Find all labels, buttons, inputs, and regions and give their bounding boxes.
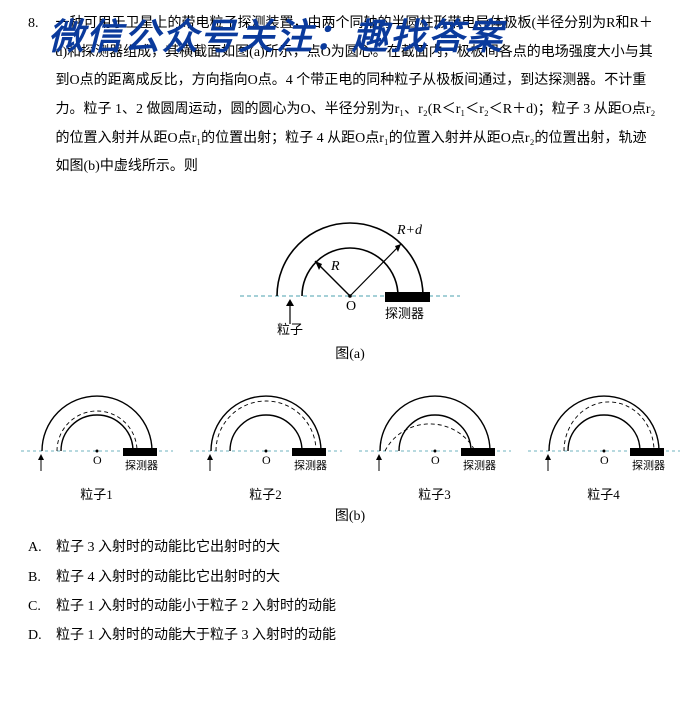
figB-panel-1: O 探测器 粒子1	[17, 369, 177, 503]
figB-panel-4-label: 粒子4	[524, 484, 684, 503]
figB-panel-3-label: 粒子3	[355, 484, 515, 503]
figB-panel-3: O 探测器 粒子3	[355, 369, 515, 503]
option-B: B. 粒子 4 入射时的动能比它出射时的大	[28, 563, 672, 592]
figA-detector-label: 探测器	[385, 306, 424, 321]
option-B-letter: B.	[28, 563, 56, 592]
figA-Rd-label: R+d	[396, 223, 423, 238]
figB-panel-4: O 探测器 粒子4	[524, 369, 684, 503]
option-C-text: 粒子 1 入射时的动能小于粒子 2 入射时的动能	[56, 592, 336, 621]
option-A-text: 粒子 3 入射时的动能比它出射时的大	[56, 533, 280, 562]
figure-b-container: O 探测器 粒子1 O 探测器 粒子2	[0, 369, 700, 525]
figA-O-label: O	[346, 299, 356, 314]
figure-a-container: O R R+d 探测器 粒子 图(a)	[0, 186, 700, 363]
svg-text:O: O	[431, 453, 440, 467]
figure-b-caption: 图(b)	[0, 505, 700, 525]
figB-panel-2: O 探测器 粒子2	[186, 369, 346, 503]
figure-a-svg: O R R+d 探测器 粒子	[235, 186, 465, 336]
option-C: C. 粒子 1 入射时的动能小于粒子 2 入射时的动能	[28, 592, 672, 621]
option-D-text: 粒子 1 入射时的动能大于粒子 3 入射时的动能	[56, 621, 336, 650]
option-B-text: 粒子 4 入射时的动能比它出射时的大	[56, 563, 280, 592]
option-D: D. 粒子 1 入射时的动能大于粒子 3 入射时的动能	[28, 621, 672, 650]
options-block: A. 粒子 3 入射时的动能比它出射时的大 B. 粒子 4 入射时的动能比它出射…	[0, 525, 700, 651]
option-A: A. 粒子 3 入射时的动能比它出射时的大	[28, 533, 672, 562]
figure-a-caption: 图(a)	[0, 343, 700, 363]
figA-R-label: R	[330, 259, 340, 274]
figB-panel-2-label: 粒子2	[186, 484, 346, 503]
figA-particle-label: 粒子	[277, 322, 303, 336]
svg-text:O: O	[600, 453, 609, 467]
svg-text:探测器: 探测器	[463, 459, 496, 472]
option-A-letter: A.	[28, 533, 56, 562]
option-C-letter: C.	[28, 592, 56, 621]
svg-text:探测器: 探测器	[294, 459, 327, 472]
svg-text:探测器: 探测器	[632, 459, 665, 472]
figB-panel-1-label: 粒子1	[17, 484, 177, 503]
watermark-text: 微信公众号关注：趣找答案	[48, 8, 504, 60]
svg-text:探测器: 探测器	[125, 459, 158, 472]
svg-text:O: O	[93, 453, 102, 467]
svg-text:O: O	[262, 453, 271, 467]
option-D-letter: D.	[28, 621, 56, 650]
